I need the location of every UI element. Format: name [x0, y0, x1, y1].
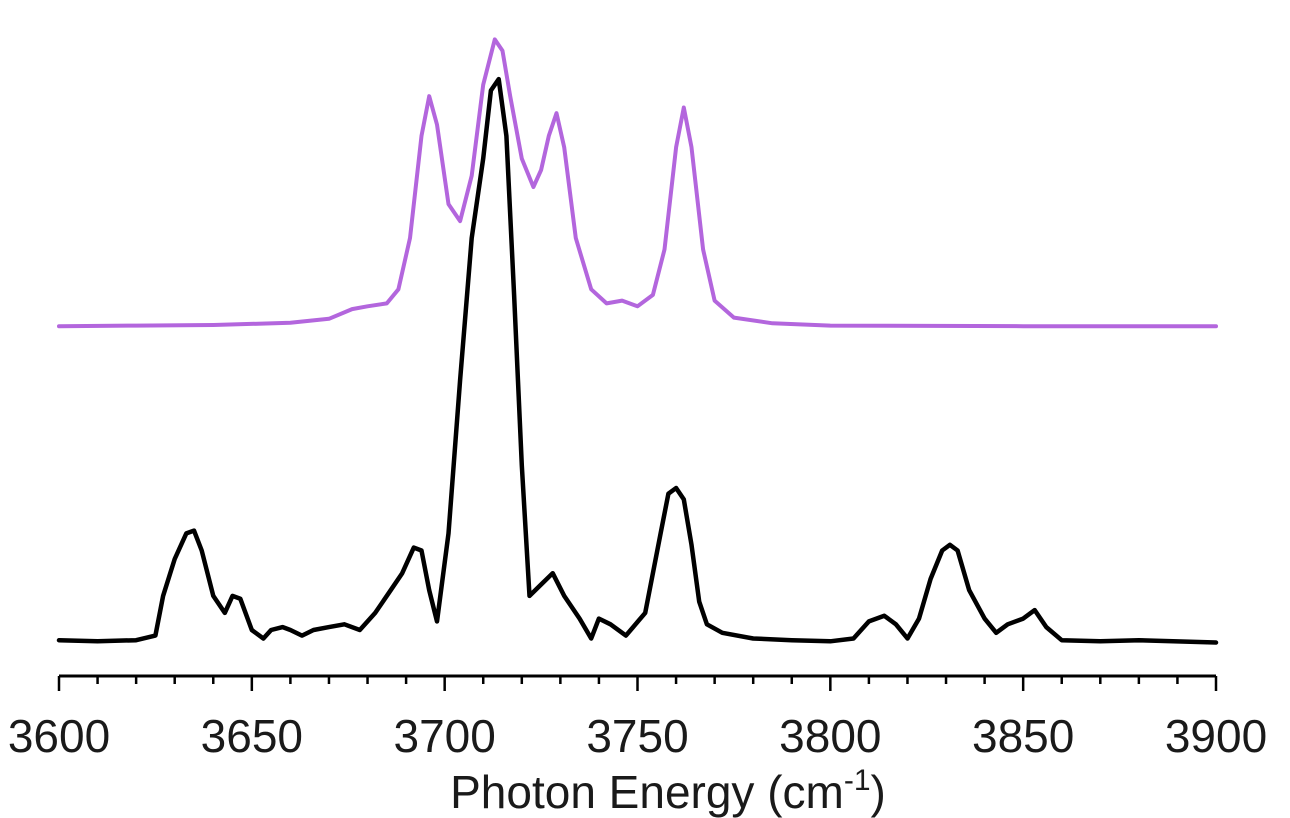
x-axis-label-suffix: )	[871, 766, 886, 818]
x-tick-label: 3750	[586, 710, 688, 762]
x-tick-label: 3800	[779, 710, 881, 762]
x-tick-label: 3900	[1165, 710, 1267, 762]
x-tick-label: 3700	[393, 710, 495, 762]
x-tick-label: 3600	[8, 710, 110, 762]
series-line-1	[57, 37, 1218, 329]
x-axis-ticks	[57, 676, 1218, 691]
x-axis-label-superscript: -1	[844, 764, 871, 797]
x-tick-label: 3850	[972, 710, 1074, 762]
x-axis-label: Photon Energy (cm-1)	[450, 764, 886, 818]
x-tick-label: 3650	[201, 710, 303, 762]
series-line-2	[56, 76, 1219, 645]
plot-area	[56, 37, 1219, 645]
x-axis-tick-labels: 3600 3650 3700 3750 3800 3850 3900	[8, 710, 1267, 762]
